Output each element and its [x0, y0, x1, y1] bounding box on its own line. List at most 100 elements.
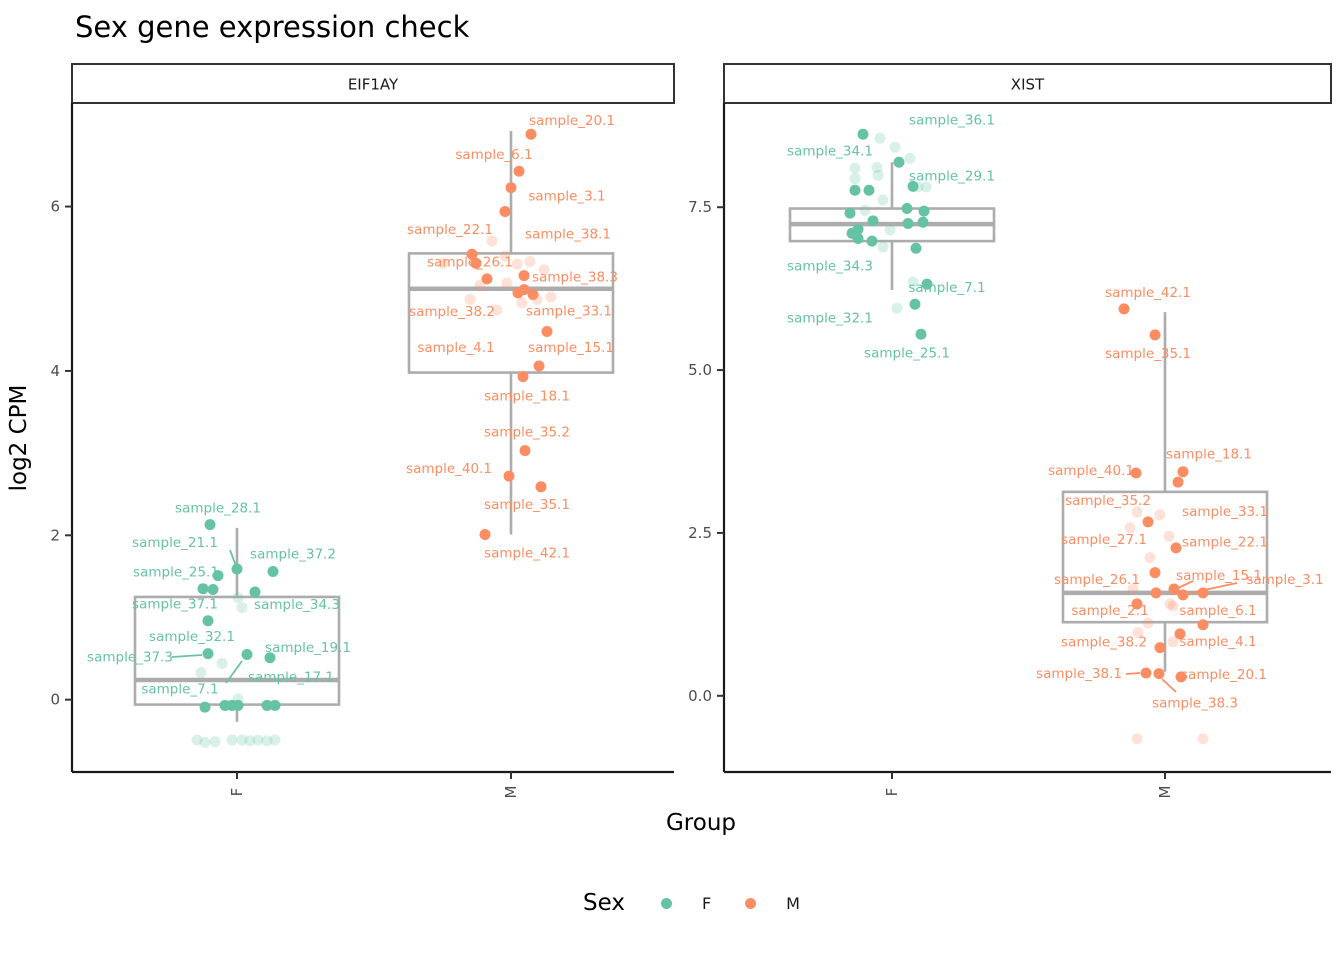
data-point: [1118, 303, 1130, 315]
data-point: [204, 519, 216, 531]
point-label: sample_32.1: [149, 629, 235, 645]
data-point: [541, 325, 553, 337]
point-label: sample_26.1: [1054, 572, 1140, 588]
boxplot-box: [133, 595, 341, 706]
data-point: [481, 273, 493, 285]
point-label: sample_25.1: [133, 565, 219, 581]
legend-label-f: F: [701, 893, 712, 913]
data-point-faint: [499, 250, 511, 262]
point-label: sample_7.1: [141, 681, 218, 697]
data-point-faint: [236, 734, 248, 746]
data-point-faint: [474, 279, 486, 291]
x-tick-label: M: [502, 786, 520, 799]
data-point-faint: [904, 152, 916, 164]
point-label: sample_28.1: [175, 501, 261, 517]
data-point: [909, 298, 921, 310]
legend-item-f: F: [660, 893, 712, 913]
point-label: sample_35.1: [1105, 346, 1191, 362]
label-leader-line: [1161, 678, 1177, 693]
point-label: sample_22.1: [407, 222, 493, 238]
data-point-faint: [874, 132, 886, 144]
point-label: sample_19.1: [265, 640, 351, 656]
label-leader-line: [225, 660, 243, 684]
point-label: sample_7.1: [908, 280, 985, 296]
point-label: sample_37.3: [87, 650, 173, 666]
point-label: sample_38.3: [1152, 696, 1238, 712]
data-point: [199, 701, 211, 713]
data-point-faint: [920, 181, 932, 193]
data-point: [241, 648, 253, 660]
point-label: sample_35.2: [1065, 493, 1151, 509]
data-point-faint: [545, 291, 557, 303]
data-point: [917, 216, 929, 228]
data-point-faint: [501, 277, 513, 289]
data-point: [867, 215, 879, 227]
point-label: sample_3.1: [1246, 572, 1323, 588]
point-label: sample_15.1: [528, 340, 614, 356]
data-point: [197, 583, 209, 595]
data-point-faint: [199, 736, 211, 748]
data-point: [1142, 516, 1154, 528]
data-point: [503, 470, 515, 482]
x-tick-label: F: [883, 788, 901, 797]
data-point-faint: [437, 257, 449, 269]
data-point: [902, 218, 914, 230]
y-tick-label: 5.0: [688, 361, 712, 379]
data-point-faint: [1197, 733, 1209, 745]
data-point: [202, 615, 214, 627]
data-point-faint: [244, 735, 256, 747]
point-label: sample_3.1: [528, 189, 605, 205]
data-point: [212, 570, 224, 582]
data-point: [849, 184, 861, 196]
data-point: [470, 257, 482, 269]
data-point: [1130, 467, 1142, 479]
data-point-faint: [516, 297, 528, 309]
point-label: sample_33.1: [1182, 504, 1268, 520]
data-point: [231, 563, 243, 575]
data-point: [1154, 642, 1166, 654]
data-point: [918, 205, 930, 217]
point-label: sample_32.1: [787, 310, 873, 326]
data-point: [264, 652, 276, 664]
point-label: sample_26.1: [427, 254, 513, 270]
data-point: [527, 288, 539, 300]
data-point: [1149, 329, 1161, 341]
data-point: [479, 528, 491, 540]
point-label: sample_36.1: [909, 112, 995, 128]
data-point-faint: [209, 736, 221, 748]
data-point: [519, 445, 531, 457]
point-label: sample_42.1: [1105, 285, 1191, 301]
facet-strip-label: EIF1AY: [348, 76, 399, 94]
data-point: [863, 184, 875, 196]
data-point-faint: [252, 734, 264, 746]
data-point-faint: [849, 162, 861, 174]
legend-label-m: M: [786, 893, 800, 913]
data-point: [1197, 587, 1209, 599]
point-label: sample_38.2: [1061, 635, 1147, 651]
point-label: sample_34.1: [787, 143, 873, 159]
point-label: sample_34.3: [254, 597, 340, 613]
data-point-faint: [1142, 617, 1154, 629]
data-point-faint: [1154, 509, 1166, 521]
point-label: sample_42.1: [484, 545, 570, 561]
data-point: [1140, 667, 1152, 679]
data-point: [535, 481, 547, 493]
y-tick-label: 4: [50, 362, 60, 380]
data-point: [518, 270, 530, 282]
data-point: [901, 203, 913, 215]
point-label: sample_20.1: [529, 113, 615, 129]
data-point-faint: [877, 241, 889, 253]
chart-title: Sex gene expression check: [75, 10, 470, 44]
facet-strip: [71, 63, 675, 104]
point-label: sample_35.2: [484, 425, 570, 441]
point-label: sample_38.1: [525, 227, 611, 243]
point-label: sample_37.2: [250, 546, 336, 562]
data-point: [921, 278, 933, 290]
data-point: [1170, 542, 1182, 554]
data-point: [857, 128, 869, 140]
data-point-faint: [261, 735, 273, 747]
point-label: sample_33.1: [526, 303, 612, 319]
data-point-faint: [191, 734, 203, 746]
